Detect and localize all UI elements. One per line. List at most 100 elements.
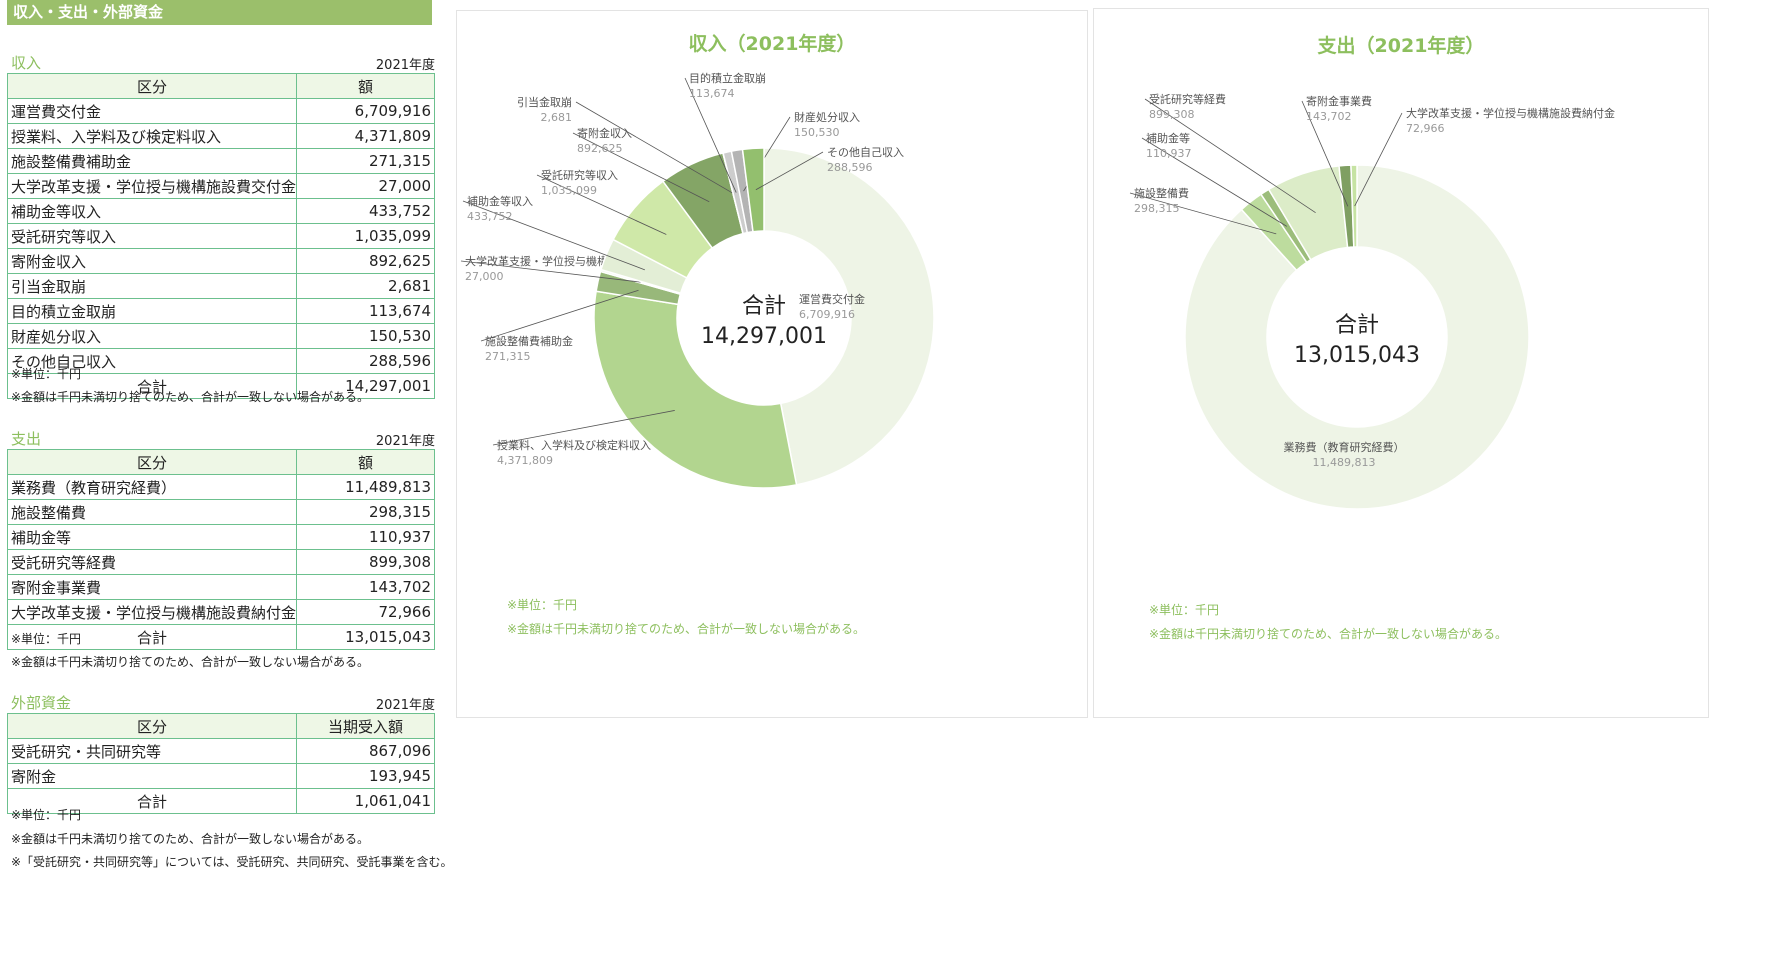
table-header-row: 区分 当期受入額 <box>7 713 435 739</box>
income-chart-unit-note: ※単位：千円 <box>507 598 578 612</box>
slice-label: 補助金等 <box>1146 131 1190 145</box>
slice-label: その他自己収入 <box>827 146 904 159</box>
row-value: 1,035,099 <box>296 223 435 249</box>
table-row: 寄附金 193,945 <box>7 763 435 789</box>
income-chart-rounding-note: ※金額は千円未満切り捨てのため、合計が一致しない場合がある。 <box>507 622 866 636</box>
table-row: 目的積立金取崩 113,674 <box>7 298 435 324</box>
slice-label: 施設整備費補助金 <box>485 334 573 348</box>
row-value: 143,702 <box>296 574 435 600</box>
slice-value-label: 27,000 <box>465 270 504 283</box>
external-heading: 外部資金 <box>11 694 72 712</box>
income-donut-chart: 運営費交付金 6,709,916 授業料、入学料及び検定料収入 4,371,809 施設… <box>460 71 935 489</box>
expense-table-body: 業務費（教育研究経費） 11,489,813 施設整備費 298,315 補助金等 110… <box>7 474 435 650</box>
slice-label: 受託研究等経費 <box>1149 92 1226 106</box>
income-section-header: 収入 2021年度 <box>11 52 435 73</box>
total-label: 合計 <box>7 788 297 814</box>
total-row: 合計 14,297,001 <box>7 373 435 399</box>
slice-label: 施設整備費 <box>1134 186 1189 200</box>
slice-value-label: 1,035,099 <box>541 184 597 197</box>
row-value: 11,489,813 <box>296 474 435 500</box>
row-value: 892,625 <box>296 248 435 274</box>
leader-line <box>572 132 710 203</box>
slice-label: 受託研究等収入 <box>541 168 618 182</box>
total-label: 合計 <box>7 624 297 650</box>
donut-slice[interactable] <box>1184 164 1530 510</box>
slice-label: 寄附金収入 <box>577 126 632 140</box>
external-section-header: 外部資金 2021年度 <box>11 692 435 713</box>
donut-slice[interactable] <box>763 147 935 486</box>
expense-chart-unit-note: ※単位：千円 <box>1149 603 1220 617</box>
leader-line <box>536 174 667 235</box>
row-value: 150,530 <box>296 323 435 349</box>
leader-line <box>1144 98 1316 214</box>
slice-label: 業務費（教育研究経費） <box>1284 440 1405 454</box>
slice-value-label: 6,709,916 <box>799 308 855 321</box>
leader-line <box>684 77 737 193</box>
row-label: 寄附金事業費 <box>7 574 297 600</box>
row-value: 6,709,916 <box>296 98 435 124</box>
income-table-body: 運営費交付金 6,709,916 授業料、入学料及び検定料収入 4,371,809 施設… <box>7 98 435 399</box>
column-header-amount: 額 <box>296 449 435 475</box>
external-scope-note: ※「受託研究・共同研究等」については、受託研究、共同研究、受託事業を含む。 <box>11 855 453 869</box>
slice-value-label: 298,315 <box>1134 202 1180 215</box>
slice-label: 目的積立金取崩 <box>689 71 766 85</box>
table-row: 大学改革支援・学位授与機構施設費納付金 72,966 <box>7 599 435 625</box>
leader-line <box>755 151 824 191</box>
row-label: 財産処分収入 <box>7 323 297 349</box>
expense-year: 2021年度 <box>375 434 435 449</box>
donut-slice[interactable] <box>593 290 798 489</box>
row-value: 110,937 <box>296 524 435 550</box>
row-label: 業務費（教育研究経費） <box>7 474 297 500</box>
row-value: 193,945 <box>296 763 435 789</box>
expense-chart-panel: 支出（2021年度） 業務費（教育研究経費） 11,489,813 施設整備費 298… <box>1093 8 1709 718</box>
center-total-label: 合計 <box>742 294 786 319</box>
income-rounding-note: ※金額は千円未満切り捨てのため、合計が一致しない場合がある。 <box>11 390 370 404</box>
donut-slice[interactable] <box>741 147 765 233</box>
income-chart-title: 収入（2021年度） <box>688 33 856 55</box>
row-label: 補助金等収入 <box>7 198 297 224</box>
leader-line <box>1129 192 1277 235</box>
table-row: 補助金等 110,937 <box>7 524 435 550</box>
slice-value-label: 113,674 <box>689 87 735 100</box>
leader-line <box>1141 137 1288 227</box>
expense-chart-title: 支出（2021年度） <box>1317 35 1485 57</box>
expense-donut-chart: 業務費（教育研究経費） 11,489,813 施設整備費 298,315 補助金等 110… <box>1129 92 1615 510</box>
table-row: 業務費（教育研究経費） 11,489,813 <box>7 474 435 500</box>
slice-value-label: 110,937 <box>1146 147 1192 160</box>
row-value: 433,752 <box>296 198 435 224</box>
income-year: 2021年度 <box>375 58 435 73</box>
row-label: 目的積立金取崩 <box>7 298 297 324</box>
column-header-amount: 当期受入額 <box>296 713 435 739</box>
leader-line <box>492 410 675 446</box>
slice-value-label: 72,966 <box>1406 122 1445 135</box>
row-label: 施設整備費 <box>7 499 297 525</box>
row-value: 298,315 <box>296 499 435 525</box>
total-value: 1,061,041 <box>296 788 435 814</box>
row-label: 授業料、入学料及び検定料収入 <box>7 123 297 149</box>
table-row: 受託研究等経費 899,308 <box>7 549 435 575</box>
slice-label: 運営費交付金 <box>799 292 865 306</box>
row-label: 補助金等 <box>7 524 297 550</box>
slice-value-label: 288,596 <box>827 161 873 174</box>
external-unit-note: ※単位：千円 <box>11 808 82 822</box>
row-label: 施設整備費補助金 <box>7 148 297 174</box>
table-row: 補助金等収入 433,752 <box>7 198 435 224</box>
column-header-category: 区分 <box>7 73 297 99</box>
row-label: 大学改革支援・学位授与機構施設費交付金 <box>7 173 297 199</box>
center-total-value: 14,297,001 <box>701 324 827 349</box>
column-header-amount: 額 <box>296 73 435 99</box>
table-header-row: 区分 額 <box>7 73 435 99</box>
total-row: 合計 13,015,043 <box>7 624 435 650</box>
slice-value-label: 4,371,809 <box>497 454 553 467</box>
table-row: 受託研究・共同研究等 867,096 <box>7 738 435 764</box>
row-value: 288,596 <box>296 348 435 374</box>
table-row: 授業料、入学料及び検定料収入 4,371,809 <box>7 123 435 149</box>
center-total-value: 13,015,043 <box>1294 343 1420 368</box>
table-row: 運営費交付金 6,709,916 <box>7 98 435 124</box>
center-total-label: 合計 <box>1335 313 1379 338</box>
expense-chart-rounding-note: ※金額は千円未満切り捨てのため、合計が一致しない場合がある。 <box>1149 627 1508 641</box>
donut-slice[interactable] <box>1350 164 1358 248</box>
total-value: 14,297,001 <box>296 373 435 399</box>
income-heading: 収入 <box>11 54 42 72</box>
external-table: 区分 当期受入額 受託研究・共同研究等 867,096 寄附金 193,945 合計 1,… <box>7 713 435 814</box>
